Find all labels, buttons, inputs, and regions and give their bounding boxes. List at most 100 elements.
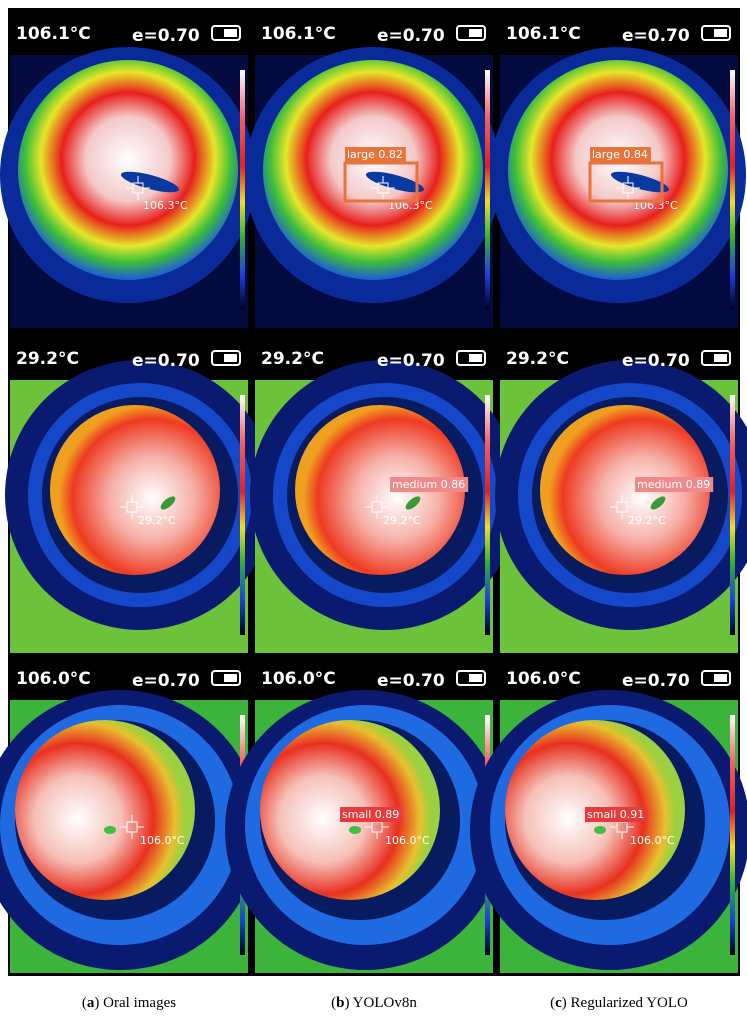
battery-level [224, 674, 237, 682]
detection-label-bg [590, 147, 651, 162]
probe [365, 171, 425, 193]
caption-text: ) Oral images [94, 995, 176, 1011]
probe [405, 496, 421, 510]
crosshair [610, 495, 634, 519]
thermal-panel: 29.2°C e=0.70 29.2°C medium 0.89 [495, 349, 747, 653]
probe [594, 826, 606, 834]
battery-level [714, 674, 727, 682]
caption-letter: a [87, 995, 95, 1011]
detection-label-bg [340, 807, 403, 822]
crosshair [120, 495, 144, 519]
temperature-readout: 106.1°C [16, 24, 91, 44]
emissivity-readout: e=0.70 [622, 26, 690, 46]
colorbar [240, 70, 245, 310]
crosshair [371, 176, 395, 200]
battery-icon [211, 670, 241, 686]
emissivity-readout: e=0.70 [377, 351, 445, 371]
caption-paren: ( [331, 995, 336, 1011]
thermal-panel: 106.0°C e=0.70 106.0°C [0, 669, 260, 973]
probe [104, 826, 116, 834]
caption-letter: c [555, 995, 562, 1011]
battery-level [469, 354, 482, 362]
detection-label-bg [585, 807, 648, 822]
emissivity-readout: e=0.70 [377, 671, 445, 691]
panel-caption: (b) YOLOv8n [331, 995, 417, 1011]
crosshair [126, 176, 150, 200]
colorbar [730, 70, 735, 310]
emissivity-readout: e=0.70 [377, 26, 445, 46]
temperature-readout: 106.1°C [506, 24, 581, 44]
ring [18, 60, 238, 280]
temperature-readout: 29.2°C [506, 349, 569, 369]
detection-label: small 0.89 [342, 808, 399, 821]
thermal-panel: 29.2°C e=0.70 29.2°C [5, 349, 275, 653]
spot-temperature: 106.0°C [385, 834, 430, 847]
spot-temperature: 106.0°C [630, 834, 675, 847]
spot-temperature: 29.2°C [383, 514, 421, 527]
detection-label-bg [635, 477, 714, 492]
caption-text: ) Regularized YOLO [562, 995, 688, 1011]
probe [120, 171, 180, 193]
thermal-panel: 29.2°C e=0.70 29.2°C medium 0.86 [250, 349, 520, 653]
detection-box [588, 161, 664, 203]
ring [15, 720, 195, 900]
colorbar [485, 395, 490, 635]
spot-temperature: 29.2°C [138, 514, 176, 527]
colorbar [485, 70, 490, 310]
battery-icon [211, 25, 241, 41]
emissivity-readout: e=0.70 [622, 351, 690, 371]
detection-label: medium 0.89 [637, 478, 710, 491]
ring [263, 60, 483, 280]
spot-temperature: 29.2°C [628, 514, 666, 527]
ring [508, 60, 728, 280]
temperature-readout: 106.0°C [16, 669, 91, 689]
thermal-panel: 106.0°C e=0.70 106.0°C small 0.91 [470, 669, 747, 973]
crosshair [365, 495, 389, 519]
temperature-readout: 106.0°C [261, 669, 336, 689]
battery-icon [701, 350, 731, 366]
crosshair [120, 815, 144, 839]
battery-level [469, 674, 482, 682]
battery-level [224, 354, 237, 362]
probe [610, 171, 670, 193]
battery-icon [456, 350, 486, 366]
caption-paren: ( [550, 995, 555, 1011]
emissivity-readout: e=0.70 [132, 351, 200, 371]
crosshair [610, 815, 634, 839]
thermal-panel: 106.1°C e=0.70 106.3°C [0, 24, 256, 328]
battery-level [469, 29, 482, 37]
temperature-readout: 29.2°C [261, 349, 324, 369]
battery-icon [211, 350, 241, 366]
ring [295, 405, 465, 575]
detection-label: large 0.84 [592, 148, 648, 161]
colorbar [730, 715, 735, 955]
panel-caption: (c) Regularized YOLO [550, 995, 688, 1011]
emissivity-readout: e=0.70 [132, 26, 200, 46]
caption-paren: ( [82, 995, 87, 1011]
ring [50, 405, 220, 575]
caption-letter: b [336, 995, 344, 1011]
emissivity-readout: e=0.70 [622, 671, 690, 691]
detection-label-bg [390, 477, 469, 492]
temperature-readout: 106.0°C [506, 669, 581, 689]
crosshair [365, 815, 389, 839]
temperature-readout: 29.2°C [16, 349, 79, 369]
crosshair [616, 176, 640, 200]
detection-label: large 0.82 [347, 148, 403, 161]
probe [349, 826, 361, 834]
battery-icon [701, 670, 731, 686]
battery-icon [456, 670, 486, 686]
temperature-readout: 106.1°C [261, 24, 336, 44]
probe [650, 496, 666, 510]
detection-label: small 0.91 [587, 808, 644, 821]
battery-icon [701, 25, 731, 41]
battery-level [714, 29, 727, 37]
battery-level [224, 29, 237, 37]
spot-temperature: 106.0°C [140, 834, 185, 847]
thermal-panel: 106.0°C e=0.70 106.0°C small 0.89 [225, 669, 505, 973]
colorbar [730, 395, 735, 635]
spot-temperature: 106.3°C [143, 199, 188, 212]
